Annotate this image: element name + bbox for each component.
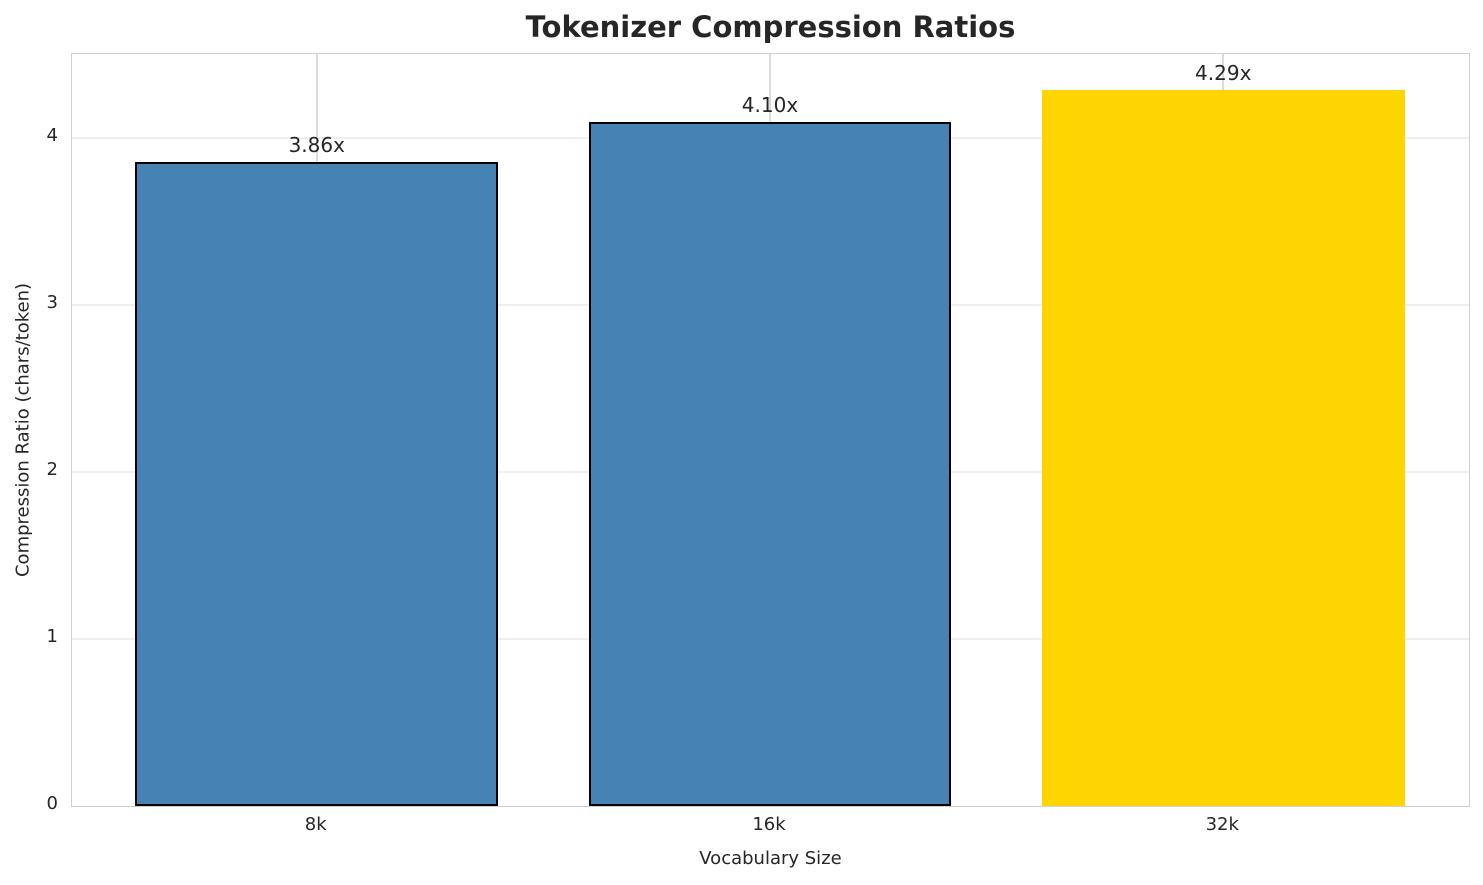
y-tick-label: 4	[46, 125, 58, 147]
x-tick-label: 8k	[304, 814, 327, 835]
bar-8k	[135, 161, 499, 806]
bar-value-label: 4.29x	[1195, 61, 1252, 86]
y-tick-label: 0	[46, 793, 58, 814]
y-axis-ticks: 0 1 2 3 4	[0, 53, 58, 813]
x-axis-label: Vocabulary Size	[699, 848, 842, 869]
y-tick-label: 3	[46, 292, 58, 314]
chart-title: Tokenizer Compression Ratios	[525, 10, 1016, 44]
x-tick-label: 16k	[752, 814, 786, 835]
bar-16k	[588, 121, 952, 806]
y-axis-label: Compression Ratio (chars/token)	[12, 282, 34, 578]
bar-value-label: 4.10x	[741, 92, 799, 117]
y-tick-label: 1	[46, 626, 58, 648]
bar-value-label: 3.86x	[288, 132, 345, 157]
bar-32k	[1041, 90, 1405, 806]
plot-area: 3.86x 4.10x 4.29x	[71, 53, 1470, 807]
y-tick-label: 2	[46, 459, 58, 481]
x-tick-label: 32k	[1205, 814, 1239, 835]
